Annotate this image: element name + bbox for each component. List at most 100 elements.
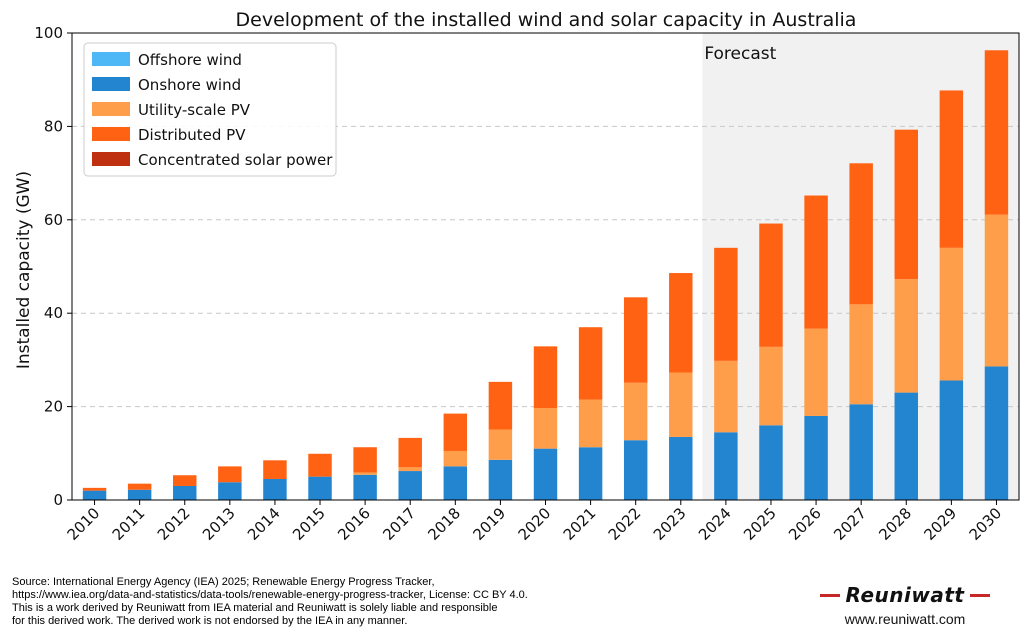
legend-box (83, 42, 337, 177)
bar-onshore-wind-2019 (488, 459, 513, 500)
bar-utility-scale-pv-2022 (623, 382, 648, 441)
y-axis: 0 20 40 60 80 100 (34, 24, 72, 509)
source-line: for this derived work. The derived work … (12, 615, 408, 627)
legend-label: Onshore wind (138, 76, 241, 94)
bar-utility-scale-pv-2020 (533, 408, 558, 449)
logo-dash-left (820, 593, 840, 597)
bar-onshore-wind-2027 (849, 404, 873, 500)
bar-utility-scale-pv-2018 (443, 450, 468, 467)
x-tick-label: 2015 (289, 504, 329, 544)
chart: 0 20 40 60 80 100 2010 2011 2012 2013 2014 2015 201… (14, 9, 1020, 544)
x-tick-label: 2030 (966, 504, 1006, 544)
bars (82, 50, 1009, 500)
bar-distributed-pv-2014 (263, 460, 287, 479)
bar-distributed-pv-2015 (308, 453, 332, 477)
bar-utility-scale-pv-2029 (939, 247, 964, 381)
x-tick-label: 2029 (920, 504, 960, 544)
x-tick-label: 2024 (695, 504, 735, 544)
bar-distributed-pv-2021 (578, 327, 603, 400)
legend: Offshore wind Onshore wind Utility-scale P… (83, 42, 337, 177)
x-tick-label: 2011 (109, 504, 149, 544)
x-tick-label: 2016 (334, 504, 374, 544)
bar-onshore-wind-2021 (578, 447, 603, 500)
bar-utility-scale-pv-2023 (669, 372, 693, 437)
legend-swatch (92, 77, 130, 91)
bar-distributed-pv-2018 (443, 413, 468, 451)
legend-swatch (92, 127, 130, 141)
x-axis: 2010 2011 2012 2013 2014 2015 2016 2017 2018 2019… (64, 500, 1006, 544)
bar-onshore-wind-2030 (984, 366, 1009, 500)
x-tick-label: 2022 (605, 504, 645, 544)
x-tick-label: 2018 (424, 504, 464, 544)
bar-onshore-wind-2016 (353, 474, 377, 500)
x-tick-label: 2020 (515, 504, 555, 544)
x-tick-label: 2014 (244, 504, 284, 544)
bar-distributed-pv-2016 (353, 447, 377, 473)
bar-distributed-pv-2030 (984, 50, 1009, 215)
bar-distributed-pv-2019 (488, 381, 513, 430)
bar-utility-scale-pv-2024 (714, 360, 738, 433)
y-tick-label: 100 (34, 24, 63, 42)
x-tick-label: 2017 (379, 504, 419, 544)
x-tick-label: 2019 (470, 504, 510, 544)
bar-onshore-wind-2015 (308, 476, 332, 500)
x-tick-label: 2010 (64, 504, 104, 544)
chart-title: Development of the installed wind and so… (236, 9, 857, 31)
source-line: https://www.iea.org/data-and-statistics/… (12, 589, 528, 601)
y-tick-label: 40 (44, 304, 63, 322)
legend-label: Distributed PV (138, 126, 246, 144)
y-tick-label: 0 (53, 491, 63, 509)
bar-distributed-pv-2011 (127, 483, 152, 490)
bar-distributed-pv-2024 (714, 247, 738, 361)
bar-distributed-pv-2029 (939, 90, 964, 248)
bar-onshore-wind-2025 (759, 425, 783, 500)
bar-onshore-wind-2018 (443, 466, 468, 500)
bar-onshore-wind-2017 (398, 471, 422, 500)
brand-url: www.reuniwatt.com (844, 611, 966, 627)
bar-onshore-wind-2022 (623, 440, 648, 500)
bar-onshore-wind-2023 (669, 436, 693, 500)
bar-onshore-wind-2029 (939, 380, 964, 500)
source-line: This is a work derived by Reuniwatt from… (12, 602, 498, 614)
source-line: Source: International Energy Agency (IEA… (12, 576, 435, 588)
brand: Reuniwatt www.reuniwatt.com (820, 583, 990, 627)
bar-utility-scale-pv-2025 (759, 346, 783, 426)
bar-distributed-pv-2023 (669, 273, 693, 373)
bar-onshore-wind-2011 (127, 489, 152, 500)
bar-utility-scale-pv-2026 (804, 328, 828, 416)
x-tick-label: 2012 (154, 504, 194, 544)
bar-onshore-wind-2020 (533, 448, 558, 500)
x-tick-label: 2023 (650, 504, 690, 544)
y-axis-label: Installed capacity (GW) (14, 171, 34, 369)
legend-label: Concentrated solar power (138, 151, 333, 169)
bar-distributed-pv-2020 (533, 346, 558, 409)
bar-distributed-pv-2012 (173, 475, 197, 486)
bar-distributed-pv-2010 (82, 487, 107, 491)
legend-label: Offshore wind (138, 51, 242, 69)
legend-label: Utility-scale PV (138, 101, 251, 119)
y-tick-label: 20 (44, 398, 63, 416)
bar-onshore-wind-2028 (894, 392, 918, 500)
bar-distributed-pv-2013 (218, 466, 242, 483)
bar-distributed-pv-2022 (623, 297, 648, 383)
x-tick-label: 2028 (875, 504, 915, 544)
legend-swatch (92, 102, 130, 116)
forecast-label: Forecast (704, 44, 776, 64)
x-tick-label: 2025 (740, 504, 780, 544)
bar-onshore-wind-2014 (263, 478, 287, 500)
legend-swatch (92, 52, 130, 66)
logo-dash-right (970, 593, 990, 597)
bar-utility-scale-pv-2021 (578, 399, 603, 448)
brand-logo: Reuniwatt (820, 583, 990, 607)
bar-distributed-pv-2026 (804, 195, 828, 329)
legend-swatch (92, 152, 130, 166)
bar-onshore-wind-2024 (714, 432, 738, 500)
bar-distributed-pv-2017 (398, 437, 422, 468)
y-tick-label: 80 (44, 117, 63, 135)
bar-onshore-wind-2012 (173, 485, 197, 500)
y-tick-label: 60 (44, 211, 63, 229)
bar-utility-scale-pv-2028 (894, 279, 918, 393)
bar-onshore-wind-2013 (218, 482, 242, 500)
bar-utility-scale-pv-2016 (353, 472, 377, 475)
brand-name: Reuniwatt (845, 583, 965, 607)
